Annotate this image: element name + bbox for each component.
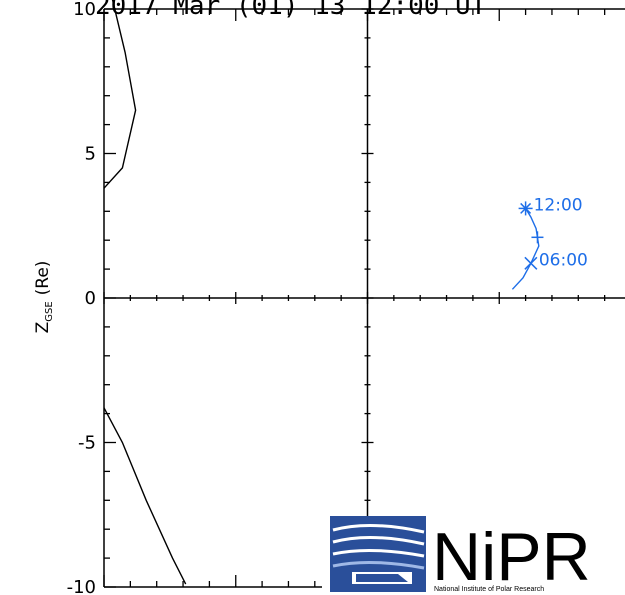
series-line-0 xyxy=(103,0,137,189)
nipr-logo-text: NiPR xyxy=(432,519,591,595)
plot-series xyxy=(103,0,540,585)
marker-asterisk xyxy=(518,201,533,216)
marker-plus xyxy=(531,231,544,244)
nipr-logo: NiPR National Institute of Polar Researc… xyxy=(322,516,625,595)
chart-title: 2017 Mar (01) 13 12:00 UT xyxy=(95,0,487,21)
y-tick-label: 5 xyxy=(85,144,96,165)
plot-axes: 10 5 0 -5 -10 xyxy=(67,0,625,595)
series-line-2 xyxy=(511,208,540,290)
y-axis-label: ZGSE (Re) xyxy=(33,261,55,334)
y-tick-label: 10 xyxy=(73,0,96,20)
svg-text:ZGSE(Re): ZGSE (Re) xyxy=(33,261,55,334)
y-tick-label: -10 xyxy=(67,577,96,595)
y-tick-label: 0 xyxy=(85,288,96,309)
y-axis-label-unit: (Re) xyxy=(33,261,53,296)
series-line-1 xyxy=(103,407,187,585)
y-axis-label-sub: GSE xyxy=(44,301,55,321)
nipr-logo-emblem xyxy=(330,516,426,592)
plot-markers: 12:00 06:00 xyxy=(518,195,588,270)
nipr-logo-subtitle: National Institute of Polar Research xyxy=(434,586,544,593)
marker-label: 12:00 xyxy=(534,195,583,215)
marker-label: 06:00 xyxy=(539,250,588,270)
y-tick-label: -5 xyxy=(78,433,96,454)
y-axis-label-main: Z xyxy=(33,322,53,334)
marker-cross xyxy=(524,256,538,270)
